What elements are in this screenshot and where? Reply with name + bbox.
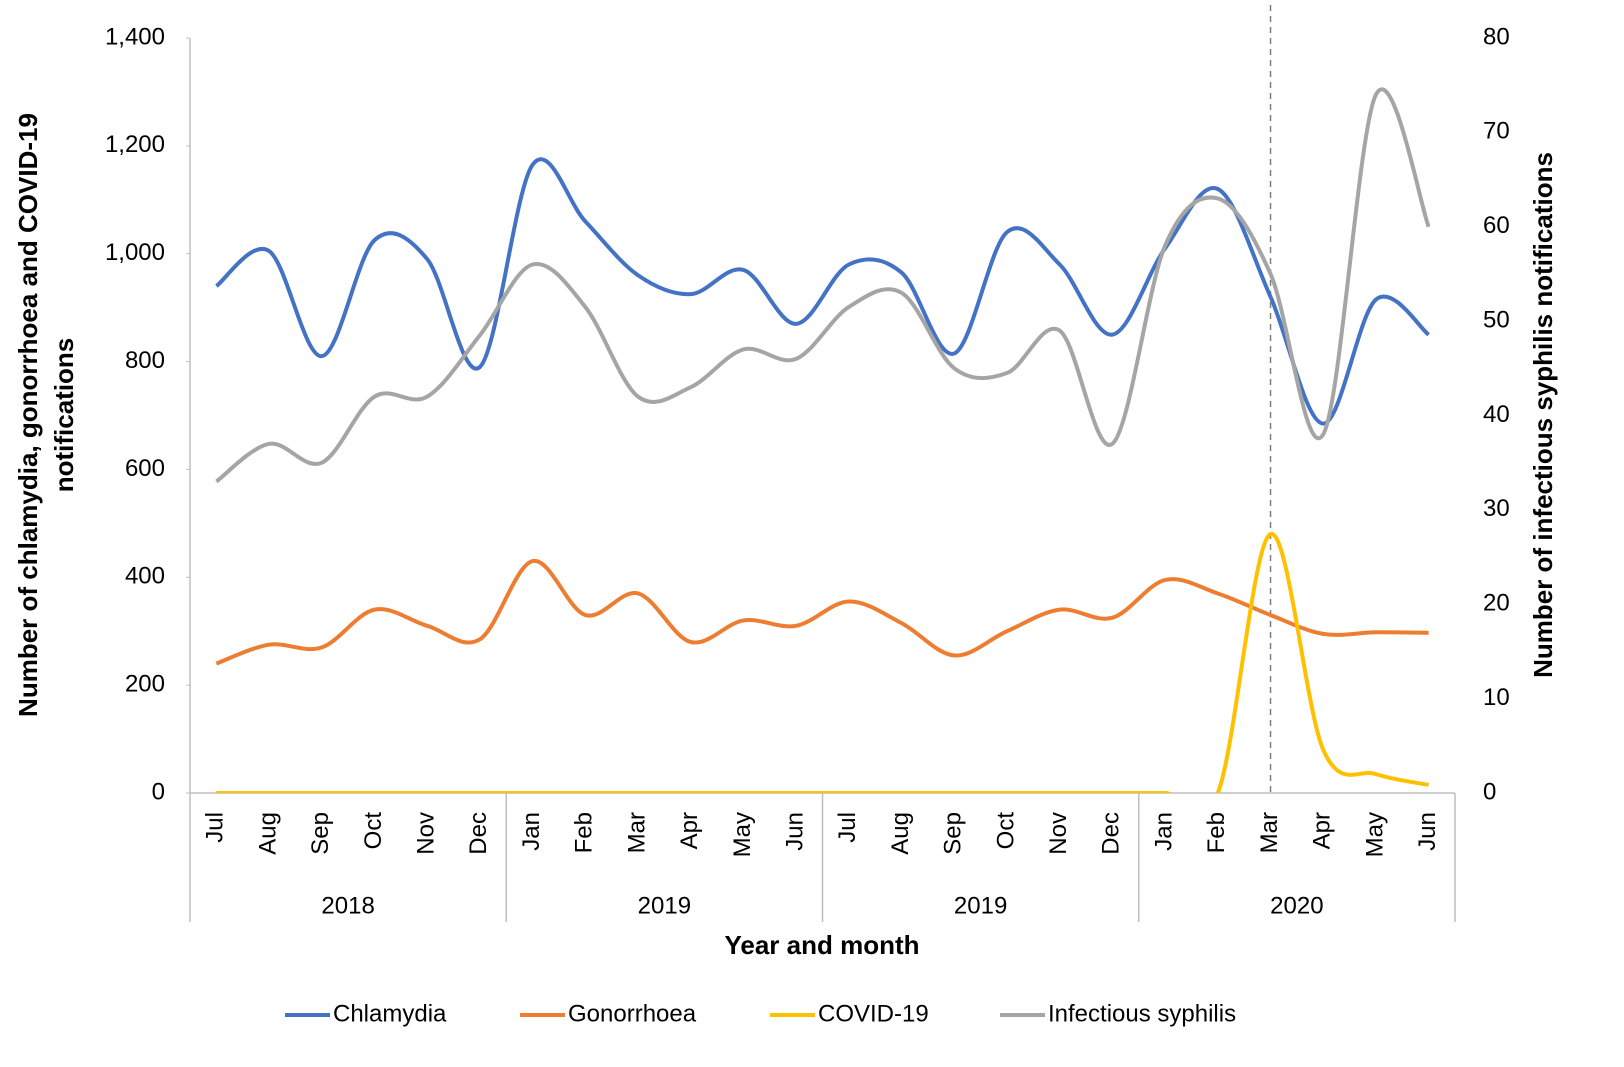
series-line — [215, 559, 1429, 666]
y-tick-label: 1,400 — [105, 23, 165, 50]
x-tick-label: Oct — [992, 812, 1019, 850]
x-tick-label: Feb — [571, 812, 598, 853]
x-group-label: 2019 — [638, 892, 691, 919]
y-axis-title: notifications — [49, 338, 79, 493]
legend-label: Infectious syphilis — [1048, 1000, 1236, 1027]
y2-tick-label: 80 — [1483, 23, 1510, 50]
y-tick-label: 1,200 — [105, 131, 165, 158]
x-group-label: 2018 — [321, 892, 374, 919]
x-tick-label: Oct — [360, 812, 387, 850]
x-tick-label: Feb — [1203, 812, 1230, 853]
x-tick-label: Jan — [1150, 812, 1177, 851]
x-tick-label: Jun — [1414, 812, 1441, 851]
x-tick-label: Mar — [1256, 812, 1283, 853]
y2-tick-label: 40 — [1483, 401, 1510, 428]
x-tick-label: Mar — [623, 812, 650, 853]
series-line — [215, 87, 1431, 484]
legend-label: Chlamydia — [333, 1000, 447, 1027]
x-tick-label: Jan — [518, 812, 545, 851]
y2-tick-label: 30 — [1483, 495, 1510, 522]
series-line — [216, 532, 1430, 793]
x-tick-label: Sep — [940, 812, 967, 855]
y-tick-label: 0 — [152, 778, 165, 805]
x-group-label: 2019 — [954, 892, 1007, 919]
legend-label: COVID-19 — [818, 1000, 929, 1027]
x-tick-label: Jul — [834, 812, 861, 843]
y-tick-label: 400 — [125, 563, 165, 590]
y-axis-title: Number of chlamydia, gonorrhoea and COVI… — [13, 113, 43, 717]
x-tick-label: Jun — [781, 812, 808, 851]
y2-tick-label: 20 — [1483, 590, 1510, 617]
y2-tick-label: 50 — [1483, 306, 1510, 333]
x-tick-label: Dec — [465, 812, 492, 855]
plot-area — [215, 87, 1431, 793]
y-tick-label: 600 — [125, 455, 165, 482]
y-tick-label: 800 — [125, 347, 165, 374]
y-tick-label: 200 — [125, 670, 165, 697]
x-group-label: 2020 — [1270, 892, 1323, 919]
x-tick-label: Nov — [413, 812, 440, 855]
x-tick-label: Sep — [307, 812, 334, 855]
y2-tick-label: 10 — [1483, 684, 1510, 711]
x-axis-title: Year and month — [724, 930, 919, 960]
series-line — [215, 157, 1430, 426]
x-tick-label: Aug — [887, 812, 914, 855]
y2-tick-label: 60 — [1483, 212, 1510, 239]
x-tick-label: Aug — [254, 812, 281, 855]
x-tick-label: Jul — [202, 812, 229, 843]
y-tick-label: 1,000 — [105, 239, 165, 266]
x-tick-label: May — [729, 812, 756, 857]
y2-tick-label: 70 — [1483, 118, 1510, 145]
x-tick-label: Dec — [1098, 812, 1125, 855]
legend-label: Gonorrhoea — [568, 1000, 697, 1027]
x-tick-label: May — [1361, 812, 1388, 857]
x-tick-label: Apr — [676, 812, 703, 849]
x-tick-label: Nov — [1045, 812, 1072, 855]
y2-tick-label: 0 — [1483, 778, 1496, 805]
y2-axis-title: Number of infectious syphilis notificati… — [1528, 152, 1558, 678]
x-tick-label: Apr — [1309, 812, 1336, 849]
